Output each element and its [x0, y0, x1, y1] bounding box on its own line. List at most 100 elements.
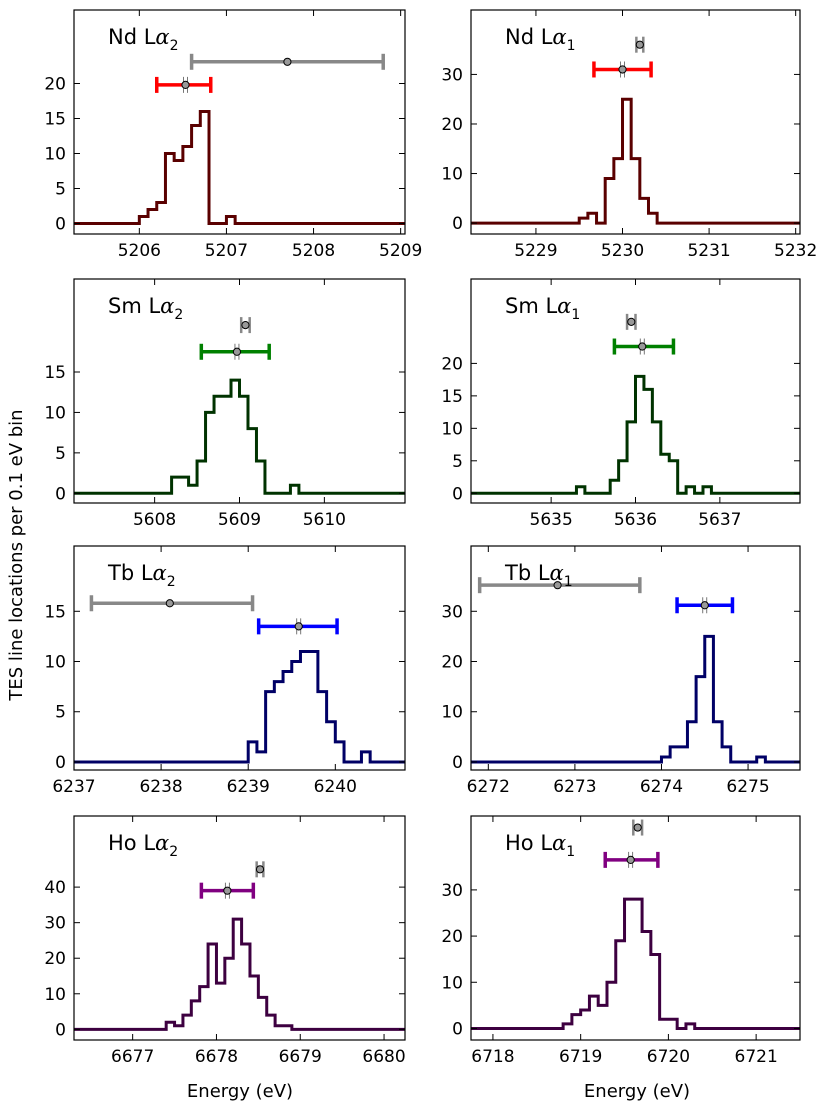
- panel-title-alpha: α: [557, 294, 571, 318]
- panel-title-nd-l1: Nd Lα1: [505, 25, 576, 54]
- errorbar-marker: [255, 865, 265, 874]
- errorbar-reference-nd-l2: [189, 53, 385, 70]
- x-tick-label: 6720: [647, 1047, 690, 1067]
- y-tick-label: 0: [55, 215, 66, 235]
- y-tick-label: 15: [44, 363, 66, 383]
- panel-title-subscript: 1: [566, 844, 575, 860]
- panel-sm-l1: 0 5 10 15 20 5635 5636 5637 Sm Lα1: [441, 278, 801, 530]
- errorbar-measured-nd-l1: [592, 61, 653, 78]
- x-tick-label: 5207: [205, 241, 248, 261]
- x-tick-label: 6237: [52, 777, 95, 797]
- x-tick-label: 5637: [698, 510, 741, 530]
- x-tick-label: 6240: [314, 777, 357, 797]
- y-tick-label: 5: [452, 452, 463, 472]
- errorbar-marker: [241, 320, 250, 330]
- y-tick-label: 20: [44, 75, 66, 95]
- axes-frame-tb-l2: [73, 545, 406, 771]
- errorbar-reference-sm-l1: [625, 313, 637, 330]
- panel-title-subscript: 1: [567, 38, 576, 54]
- y-tick-label: 0: [55, 753, 66, 773]
- y-tick-label: 0: [452, 214, 463, 234]
- errorbar-marker: [165, 599, 174, 608]
- x-tick-label: 6273: [553, 777, 596, 797]
- histogram-ho-l1: [471, 897, 800, 1030]
- panel-title-alpha: α: [160, 294, 174, 318]
- errorbar-reference-nd-l1: [635, 36, 645, 53]
- x-tick-label: 5229: [514, 241, 557, 261]
- y-tick-label: 0: [55, 1020, 66, 1040]
- errorbar-measured-nd-l2: [155, 76, 213, 93]
- y-tick-label: 10: [44, 145, 66, 165]
- errorbar-marker: [633, 823, 642, 832]
- errorbar-marker: [626, 855, 635, 864]
- errorbar-reference-ho-l2: [255, 861, 265, 878]
- axes-frame-tb-l1: [470, 545, 801, 771]
- x-tick-label: 6719: [559, 1047, 602, 1067]
- histogram-ho-l2: [74, 917, 405, 1031]
- panel-title-sm-l1: Sm Lα1: [505, 294, 580, 323]
- x-tick-label: 6238: [139, 777, 182, 797]
- x-tick-label: 6718: [471, 1047, 514, 1067]
- errorbar-reference-ho-l1: [632, 819, 644, 836]
- panel-title-alpha: α: [552, 25, 566, 49]
- panel-title-tb-l1: Tb Lα1: [504, 561, 573, 590]
- errorbar-measured-ho-l2: [199, 882, 256, 899]
- errorbar-reference-tb-l1: [477, 577, 642, 594]
- panel-title-sm-l2: Sm Lα2: [108, 294, 183, 323]
- y-tick-label: 5: [55, 703, 66, 723]
- y-tick-label: 0: [452, 484, 463, 504]
- x-axis-label-left: Energy (eV): [187, 1081, 293, 1102]
- errorbar-measured-ho-l1: [603, 851, 660, 868]
- errorbar-reference-sm-l2: [239, 317, 251, 334]
- panel-title-element: Nd L: [108, 25, 156, 49]
- x-tick-label: 6679: [279, 1047, 322, 1067]
- x-tick-label: 5635: [530, 510, 573, 530]
- panel-ho-l2: 0 10 20 30 40 6677 6678 6679 6680 Ho Lα2: [44, 815, 406, 1067]
- y-tick-label: 0: [452, 1019, 463, 1039]
- axes-frame-ho-l1: [470, 815, 801, 1041]
- x-tick-label: 5610: [303, 510, 346, 530]
- errorbar-marker: [618, 65, 627, 74]
- errorbar-marker: [638, 342, 647, 351]
- errorbar-marker: [700, 601, 709, 610]
- x-tick-label: 6275: [726, 777, 769, 797]
- axes-frame-ho-l2: [73, 815, 406, 1041]
- y-tick-label: 10: [44, 653, 66, 673]
- y-axis-label: TES line locations per 0.1 eV bin: [6, 409, 27, 701]
- x-tick-label: 6239: [227, 777, 270, 797]
- panel-title-alpha: α: [155, 25, 169, 49]
- y-tick-label: 20: [441, 927, 463, 947]
- x-tick-label: 5608: [133, 510, 176, 530]
- panel-tb-l2: 0 5 10 15 6237 6238 6239 6240 Tb Lα2: [44, 545, 406, 797]
- y-tick-label: 0: [55, 484, 66, 504]
- errorbar-measured-tb-l2: [256, 618, 339, 635]
- y-tick-label: 5: [55, 180, 66, 200]
- y-tick-label: 0: [452, 753, 463, 773]
- y-tick-label: 15: [44, 602, 66, 622]
- x-axis-label-right: Energy (eV): [584, 1081, 690, 1102]
- panel-title-element: Ho L: [505, 831, 552, 855]
- x-tick-label: 6274: [640, 777, 683, 797]
- y-tick-label: 15: [441, 387, 463, 407]
- panel-title-ho-l1: Ho Lα1: [505, 831, 575, 860]
- panel-title-subscript: 1: [564, 574, 573, 590]
- y-tick-label: 30: [44, 914, 66, 934]
- y-tick-label: 10: [441, 703, 463, 723]
- y-tick-label: 5: [55, 444, 66, 464]
- panel-title-tb-l2: Tb Lα2: [107, 561, 176, 590]
- panel-title-subscript: 2: [174, 307, 183, 323]
- errorbar-reference-tb-l2: [89, 595, 255, 612]
- y-tick-label: 15: [44, 110, 66, 130]
- x-tick-label: 5206: [118, 241, 161, 261]
- x-tick-label: 5232: [774, 241, 817, 261]
- panel-title-element: Nd L: [505, 25, 553, 49]
- errorbar-measured-tb-l1: [675, 597, 735, 614]
- errorbar-marker: [223, 886, 232, 895]
- panel-title-element: Sm L: [505, 294, 557, 318]
- y-tick-label: 10: [441, 165, 463, 185]
- histogram-tb-l1: [471, 634, 800, 764]
- histogram-nd-l2: [74, 110, 405, 225]
- panel-sm-l2: 0 5 10 15 5608 5609 5610 Sm Lα2: [44, 278, 406, 530]
